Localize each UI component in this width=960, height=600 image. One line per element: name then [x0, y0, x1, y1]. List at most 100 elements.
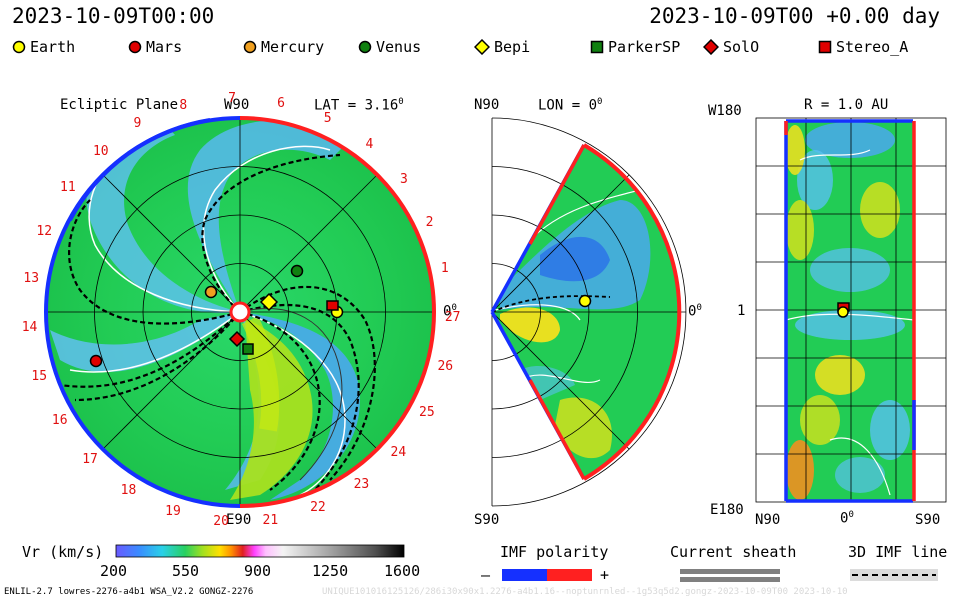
ecliptic-boundary-positive	[239, 116, 437, 508]
carrington-tick-7: 7	[228, 91, 236, 107]
colorbar-tick-1600: 1600	[384, 562, 421, 580]
velocity-colorbar	[115, 544, 405, 558]
sphere-top-left-label: W180	[708, 103, 742, 119]
carrington-tick-16: 16	[51, 413, 68, 429]
legend-mars-label: Mars	[146, 38, 183, 56]
meridional-right-value: 0	[688, 303, 697, 320]
meridional-right-label: 00	[688, 303, 702, 320]
legend-parkersp-label: ParkerSP	[608, 38, 681, 56]
carrington-tick-17: 17	[82, 452, 98, 468]
meridional-north-label: N90	[474, 97, 500, 113]
venus-marker-icon	[358, 40, 372, 54]
carrington-tick-18: 18	[120, 482, 137, 498]
imf-line-title: 3D IMF line	[848, 543, 948, 561]
carrington-tick-2: 2	[425, 214, 434, 230]
legend-earth: Earth	[12, 38, 75, 56]
meridional-panel	[490, 117, 687, 507]
carrington-tick-21: 21	[262, 512, 279, 528]
colorbar-tick-200: 200	[100, 562, 128, 580]
mars-marker-icon	[89, 354, 103, 368]
legend-earth-label: Earth	[30, 38, 76, 56]
legend-solo: SolO	[703, 38, 759, 56]
imf-polarity-minus: –	[481, 566, 491, 584]
solo-marker-icon	[703, 39, 719, 55]
solo-marker-icon	[228, 330, 246, 348]
ecliptic-lat-label: LAT = 3.160	[314, 97, 404, 114]
meridional-south-label: S90	[474, 512, 500, 528]
legend-venus-label: Venus	[376, 38, 422, 56]
legend-mercury: Mercury	[243, 38, 324, 56]
carrington-tick-11: 11	[60, 180, 76, 196]
current-sheath-title: Current sheath	[670, 543, 797, 561]
legend-solo-label: SolO	[723, 38, 760, 56]
legend-bepi: Bepi	[474, 38, 530, 56]
legend-bepi-label: Bepi	[494, 38, 531, 56]
mercury-marker-icon	[243, 40, 257, 54]
parkersp-marker-icon	[590, 40, 604, 54]
colorbar-label: Vr (km/s)	[22, 543, 104, 561]
colorbar-tick-900: 900	[244, 562, 272, 580]
sphere-x-label-south: S90	[915, 512, 941, 528]
legend-stereo-a-label: Stereo_A	[836, 38, 909, 56]
legend-venus: Venus	[358, 38, 421, 56]
mercury-marker-icon	[204, 285, 218, 299]
bepi-marker-icon	[259, 292, 279, 312]
legend-mercury-label: Mercury	[261, 38, 325, 56]
lat-value: LAT = 3.16	[314, 97, 399, 114]
imf-polarity-positive	[547, 569, 592, 581]
footer-left: ENLIL-2.7 lowres-2276-a4b1 WSA_V2.2 GONG…	[4, 587, 254, 597]
current-sheath-line-2	[680, 577, 780, 582]
earth-marker-icon	[12, 40, 26, 54]
sun-icon	[229, 301, 251, 323]
object-legend: Earth Mars Mercury Venus Bepi ParkerSP S…	[0, 38, 960, 60]
sphere-x-label-zero: 00	[840, 510, 854, 527]
carrington-tick-3: 3	[400, 172, 408, 188]
stereo-a-marker-icon	[326, 300, 339, 311]
mars-marker-icon	[128, 40, 142, 54]
venus-marker-icon	[290, 264, 304, 278]
sphere-r-label: R = 1.0 AU	[804, 97, 889, 113]
carrington-tick-4: 4	[365, 137, 374, 153]
carrington-tick-8: 8	[179, 97, 188, 113]
ecliptic-plane-panel	[43, 116, 437, 508]
imf-polarity-plus: +	[600, 566, 610, 584]
carrington-tick-24: 24	[390, 444, 407, 460]
legend-mars: Mars	[128, 38, 182, 56]
bepi-marker-icon	[474, 39, 490, 55]
ecliptic-right-value: 0	[443, 303, 452, 320]
current-sheath-line-1	[680, 569, 780, 574]
lon-value: LON = 0	[538, 97, 598, 114]
meridional-lon-label: LON = 00	[538, 97, 603, 114]
ecliptic-top-label: W90	[224, 97, 250, 113]
legend-parkersp: ParkerSP	[590, 38, 680, 56]
stereo-a-marker-icon	[818, 40, 832, 54]
sphere-bottom-left-label: E180	[710, 502, 744, 518]
ecliptic-right-label: 00	[443, 303, 457, 320]
imf-polarity-negative	[502, 569, 547, 581]
sphere-x-zero-value: 0	[840, 510, 849, 527]
carrington-tick-10: 10	[92, 143, 109, 159]
carrington-tick-5: 5	[323, 111, 332, 127]
carrington-tick-1: 1	[440, 261, 449, 277]
carrington-tick-13: 13	[23, 271, 40, 287]
carrington-tick-19: 19	[165, 503, 181, 519]
sphere-map-panel	[755, 117, 947, 503]
carrington-tick-20: 20	[213, 514, 229, 530]
carrington-tick-9: 9	[133, 115, 142, 131]
carrington-tick-23: 23	[353, 477, 370, 493]
sphere-x-label-north: N90	[755, 512, 781, 528]
parkersp-marker-icon	[242, 343, 254, 355]
ecliptic-title: Ecliptic Plane	[60, 97, 179, 113]
earth-meridional-marker-icon	[578, 294, 592, 308]
colorbar-tick-1250: 1250	[312, 562, 349, 580]
imf-polarity-title: IMF polarity	[500, 543, 609, 561]
footer-right: UNIQUE101016125126/286i30x90x1.2276-a4b1…	[322, 587, 848, 597]
carrington-tick-26: 26	[437, 359, 454, 375]
carrington-tick-22: 22	[310, 500, 326, 516]
date-right: 2023-10-09T00 +0.00 day	[649, 4, 940, 28]
carrington-tick-25: 25	[419, 404, 435, 420]
carrington-tick-14: 14	[21, 320, 38, 336]
carrington-tick-12: 12	[36, 223, 53, 239]
legend-stereo-a: Stereo_A	[818, 38, 908, 56]
